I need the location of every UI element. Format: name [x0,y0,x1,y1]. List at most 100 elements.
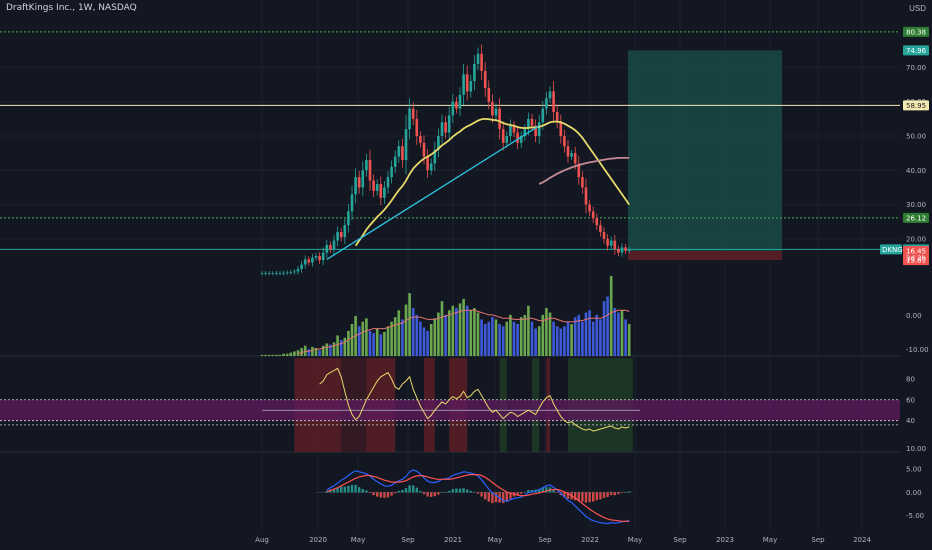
volume-bar [267,354,271,356]
macd-hist-bar [538,489,541,493]
volume-bar [602,301,606,356]
candle-body [588,204,591,212]
candle-body [379,184,383,198]
volume-bar [509,314,512,356]
macd-hist-bar [401,490,404,493]
candle-body [548,91,552,99]
candle-body [462,74,465,95]
volume-bar [365,318,368,356]
volume-bar [282,353,285,356]
candle-body [609,240,613,246]
candle-body [599,225,602,232]
x-axis-label-5: May [488,536,502,544]
candle-body [433,149,437,164]
volume-bar [523,314,527,356]
stop-zone [628,251,782,261]
macd-hist-bar [473,491,476,493]
volume-bar [397,310,401,356]
macd-axis-label-1: 0.00 [906,489,922,497]
candle-body [451,101,455,116]
volume-bar [429,324,433,356]
macd-hist-bar [383,492,386,498]
candle-body [516,132,519,143]
x-axis-label-10: 2023 [716,536,734,544]
volume-bar [332,342,336,356]
candle-body [581,177,584,188]
volume-bar [440,301,444,356]
candle-body [595,218,599,226]
volume-bar [555,326,559,356]
volume-bar [573,317,577,356]
candle-body [361,170,365,188]
volume-bar [606,296,609,356]
volume-bar [361,321,365,356]
candle-body [573,153,577,164]
volume-bar [347,330,350,356]
candle-body [339,232,343,238]
macd-hist-bar [336,487,339,493]
volume-bar [307,349,311,356]
macd-hist-bar [433,492,436,497]
volume-bar [624,319,627,356]
rsi-axis-label-3: 10.00 [906,445,926,453]
volume-bar [426,330,429,356]
volume-bar [293,351,296,356]
candle-body [465,74,469,92]
candle-body [336,232,339,241]
candle-body [264,273,267,274]
candle-body [534,125,537,136]
candle-body [429,163,433,171]
candle-body [437,136,440,150]
x-axis-label-13: 2024 [853,536,871,544]
candle-body [483,70,487,88]
macd-hist-bar [617,492,620,495]
countdown-tag: 3d 2h [906,254,926,262]
candle-body [267,273,271,274]
volume-bar [437,312,440,356]
volume-bar [501,326,505,356]
macd-hist-bar [415,487,418,493]
macd-hist-bar [412,485,415,493]
rsi-axis-label-1: 60 [906,396,915,404]
x-axis-label-12: Sep [811,536,825,544]
candles [260,44,631,276]
macd-hist-bar [451,489,454,493]
candle-body [401,146,404,160]
candle-body [368,160,372,181]
macd-hist-bar [390,492,393,496]
macd-hist-bar [422,492,426,495]
volume-bar [458,303,462,356]
volume-bar [462,298,465,356]
macd-hist-bar [466,489,469,493]
volume-bar [285,353,289,356]
macd-hist-bar [613,492,616,496]
price-axis-label-4: 30.00 [906,201,926,209]
volume-bar [289,352,293,356]
candle-body [289,272,293,273]
candle-body [491,101,494,116]
candle-body [566,146,570,157]
candle-body [329,245,332,250]
macd-hist-bar [577,492,580,502]
macd-hist-bar [350,484,354,493]
target-zone [628,50,782,252]
macd-hist-bar [628,491,631,493]
candle-body [602,232,606,239]
volume-bar [264,354,267,356]
candle-body [519,136,523,143]
volume-bar [350,324,354,356]
macd-hist-bar [592,492,595,502]
macd-hist-bar [354,484,357,493]
volume-bars [260,276,631,356]
x-axis-label-4: 2021 [444,536,462,544]
rsi-line [319,367,630,432]
volume-bar [411,308,415,356]
macd-hist-bar [574,492,577,501]
candle-body [347,211,350,226]
x-axis-label-0: Aug [255,536,269,544]
volume-ma-line [297,309,630,355]
candle-body [303,259,307,265]
macd-hist-bar [368,492,372,493]
